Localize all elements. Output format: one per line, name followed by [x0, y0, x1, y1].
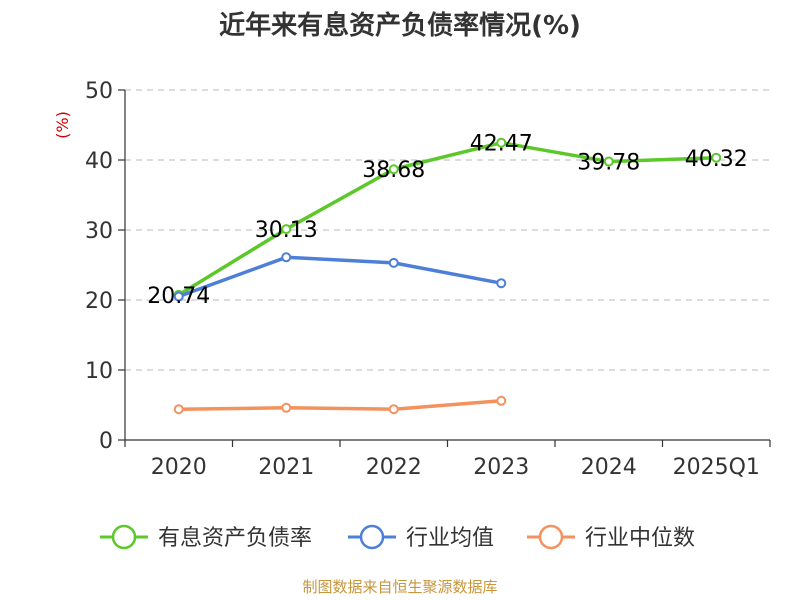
data-point — [388, 404, 399, 415]
x-tick-label: 2021 — [258, 455, 314, 480]
y-tick-label: 30 — [85, 219, 113, 244]
series-line-1 — [178, 255, 502, 299]
data-label: 20.74 — [147, 284, 210, 309]
y-tick-label: 50 — [85, 79, 113, 104]
y-tick-label: 0 — [99, 429, 113, 454]
x-tick-label: 2022 — [366, 455, 422, 480]
data-label: 39.78 — [577, 151, 640, 176]
data-label: 30.13 — [255, 218, 318, 243]
legend-item-2[interactable]: 行业中位数 — [527, 524, 695, 551]
y-tick-label: 40 — [85, 149, 113, 174]
series-line-2 — [178, 399, 502, 411]
x-tick-label: 2025Q1 — [673, 455, 760, 480]
chart-title: 近年来有息资产负债率情况(%) — [219, 10, 581, 41]
x-tick-label: 2023 — [473, 455, 529, 480]
data-point — [496, 278, 507, 289]
x-tick-label: 2020 — [151, 455, 207, 480]
legend-item-1[interactable]: 行业均值 — [348, 524, 494, 551]
data-label: 40.32 — [685, 147, 748, 172]
y-tick-label: 10 — [85, 359, 113, 384]
legend-label: 行业均值 — [406, 526, 494, 551]
data-label: 38.68 — [362, 158, 425, 183]
data-point — [711, 152, 722, 163]
y-tick-label: 20 — [85, 289, 113, 314]
legend-marker-icon — [111, 524, 137, 550]
data-point — [173, 404, 184, 415]
legend-marker-icon — [538, 524, 564, 550]
footer-source: 制图数据来自恒生聚源数据库 — [302, 578, 497, 596]
y-axis-label: (%) — [53, 111, 72, 139]
data-point — [173, 291, 184, 302]
legend-marker-icon — [359, 524, 385, 550]
legend-item-0[interactable]: 有息资产负债率 — [100, 524, 312, 551]
data-point — [496, 137, 507, 148]
data-point — [496, 395, 507, 406]
data-point — [388, 164, 399, 175]
x-tick-label: 2024 — [581, 455, 637, 480]
data-point — [281, 252, 292, 263]
data-label: 42.47 — [470, 132, 533, 157]
legend-label: 有息资产负债率 — [158, 526, 312, 551]
legend-label: 行业中位数 — [585, 526, 695, 551]
data-point — [281, 402, 292, 413]
data-point — [281, 224, 292, 235]
data-point — [603, 156, 614, 167]
data-point — [388, 257, 399, 268]
series-line-0 — [177, 140, 717, 297]
